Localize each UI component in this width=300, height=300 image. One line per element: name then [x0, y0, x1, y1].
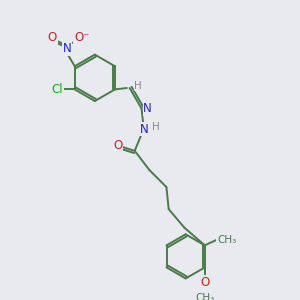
Text: CH₃: CH₃: [217, 235, 236, 245]
Text: CH₃: CH₃: [195, 293, 214, 300]
Text: N: N: [62, 42, 71, 55]
Text: H: H: [134, 81, 142, 91]
Text: O: O: [47, 32, 57, 44]
Text: O: O: [113, 139, 122, 152]
Text: H: H: [152, 122, 160, 132]
Text: Cl: Cl: [51, 83, 63, 96]
Text: N: N: [140, 122, 148, 136]
Text: O: O: [200, 276, 209, 289]
Text: O⁻: O⁻: [74, 32, 89, 44]
Text: N: N: [143, 102, 152, 115]
